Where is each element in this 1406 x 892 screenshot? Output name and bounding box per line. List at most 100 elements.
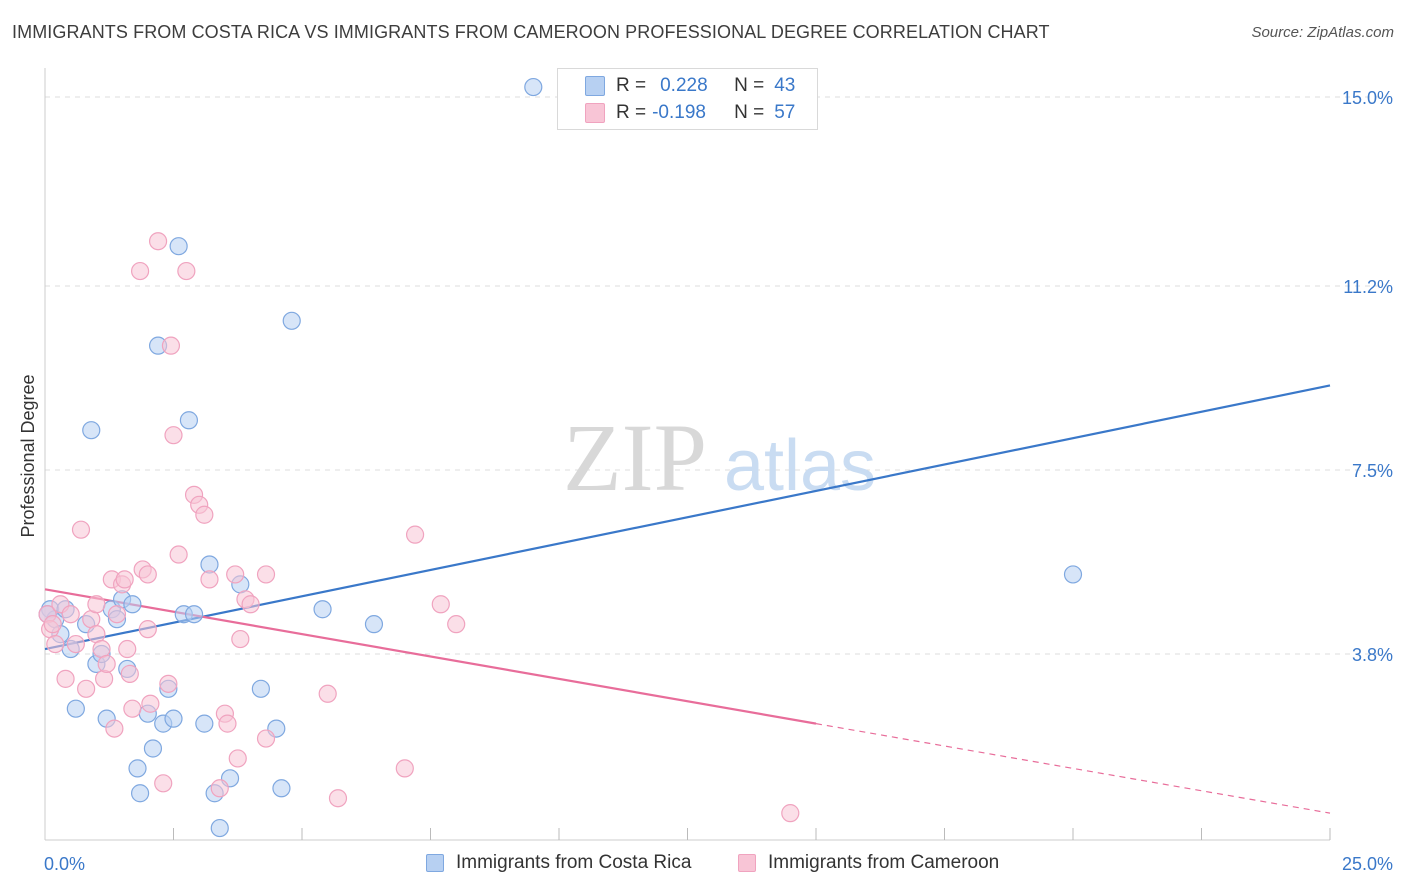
legend-label-cameroon: Immigrants from Cameroon <box>768 852 1000 873</box>
cameroon-swatch <box>585 103 605 123</box>
legend-swatch-costa-rica <box>426 854 444 872</box>
r-value-costa-rica: 0.228 <box>660 75 708 96</box>
chart-title: IMMIGRANTS FROM COSTA RICA VS IMMIGRANTS… <box>12 22 1050 42</box>
data-point-cameroon <box>138 620 157 639</box>
tick-labels: 3.8% 7.5% 11.2% 15.0% 0.0% 25.0% <box>44 88 1393 874</box>
data-point-costa-rica <box>524 77 543 97</box>
data-point-cameroon <box>195 505 214 524</box>
watermark: ZIP atlas <box>563 404 876 511</box>
data-point-costa-rica <box>1063 565 1083 584</box>
data-point-costa-rica <box>272 779 291 798</box>
chart-source: Source: ZipAtlas.com <box>1251 24 1394 41</box>
n-label: N = <box>734 75 765 96</box>
r-label: R = <box>616 75 647 96</box>
data-point-cameroon <box>228 749 247 768</box>
data-point-cameroon <box>200 570 219 589</box>
data-point-cameroon <box>328 789 348 808</box>
data-point-costa-rica <box>184 605 204 624</box>
data-point-cameroon <box>226 565 245 584</box>
data-point-costa-rica <box>195 714 214 733</box>
data-point-cameroon <box>447 615 466 634</box>
data-point-costa-rica <box>66 699 85 718</box>
data-point-cameroon <box>123 699 142 718</box>
data-point-cameroon <box>66 634 85 654</box>
y-tick-label: 3.8% <box>1352 645 1393 665</box>
trend-line-cameroon <box>44 588 817 725</box>
data-point-cameroon <box>256 729 276 748</box>
x-tick-label: 25.0% <box>1342 854 1393 874</box>
axes <box>44 68 1331 841</box>
data-point-cameroon <box>169 545 188 564</box>
data-point-cameroon <box>138 565 157 584</box>
data-point-cameroon <box>218 714 237 733</box>
trend-line-extrapolated-cameroon <box>815 723 1331 814</box>
data-point-cameroon <box>154 774 173 793</box>
data-point-cameroon <box>43 615 62 634</box>
y-tick-label: 15.0% <box>1342 88 1393 108</box>
data-point-cameroon <box>256 565 276 584</box>
data-point-cameroon <box>107 605 127 624</box>
data-point-cameroon <box>164 426 183 445</box>
data-point-costa-rica <box>143 739 163 758</box>
data-point-cameroon <box>71 520 91 539</box>
data-point-cameroon <box>130 261 150 281</box>
data-point-cameroon <box>118 639 137 659</box>
n-label: N = <box>734 102 765 123</box>
data-point-costa-rica <box>364 615 384 634</box>
data-point-cameroon <box>115 570 134 589</box>
data-point-cameroon <box>781 804 800 823</box>
data-point-cameroon <box>87 595 106 614</box>
data-point-cameroon <box>56 669 75 688</box>
watermark-zip: ZIP <box>563 404 707 511</box>
data-point-costa-rica <box>130 784 150 803</box>
data-point-costa-rica <box>164 709 183 728</box>
data-point-cameroon <box>431 595 450 614</box>
y-axis-label: Professional Degree <box>18 374 38 537</box>
watermark-atlas: atlas <box>724 426 876 506</box>
data-point-costa-rica <box>251 679 270 698</box>
data-point-costa-rica <box>128 759 147 778</box>
n-value-cameroon: 57 <box>774 102 796 123</box>
data-point-costa-rica <box>210 818 229 838</box>
data-point-cameroon <box>61 605 80 624</box>
data-point-costa-rica <box>179 411 199 430</box>
stats-row-cameroon: R = -0.198 N = 57 <box>585 100 796 126</box>
data-point-cameroon <box>46 634 65 654</box>
data-point-costa-rica <box>123 595 142 614</box>
data-point-cameroon <box>95 669 114 688</box>
data-point-costa-rica <box>82 421 101 440</box>
data-point-cameroon <box>148 232 168 251</box>
data-points <box>38 77 1083 838</box>
stats-legend: R = 0.228 N = 43 R = -0.198 N = 57 <box>557 68 818 130</box>
data-point-cameroon <box>97 654 116 674</box>
r-label: R = <box>616 102 647 123</box>
data-point-costa-rica <box>169 237 188 256</box>
data-point-cameroon <box>159 674 178 693</box>
data-point-cameroon <box>141 694 160 713</box>
legend-item-cameroon[interactable]: Immigrants from Cameroon <box>738 852 999 874</box>
data-point-costa-rica <box>282 311 301 330</box>
r-value-cameroon: -0.198 <box>652 102 706 123</box>
x-tick-label: 0.0% <box>44 854 85 874</box>
data-point-cameroon <box>120 664 139 683</box>
data-point-cameroon <box>77 679 96 698</box>
gridlines <box>45 96 1390 655</box>
legend-item-costa-rica[interactable]: Immigrants from Costa Rica <box>426 852 691 874</box>
data-point-cameroon <box>318 684 337 703</box>
data-point-cameroon <box>241 595 260 614</box>
data-point-cameroon <box>105 719 124 738</box>
data-point-cameroon <box>231 629 250 649</box>
data-point-cameroon <box>161 336 181 355</box>
legend-label-costa-rica: Immigrants from Costa Rica <box>456 852 692 873</box>
legend-swatch-cameroon <box>738 854 756 872</box>
costa-rica-swatch <box>585 76 605 96</box>
y-tick-label: 11.2% <box>1343 277 1393 297</box>
data-point-cameroon <box>395 759 414 778</box>
data-point-costa-rica <box>313 600 332 619</box>
y-tick-label: 7.5% <box>1352 461 1393 481</box>
data-point-cameroon <box>177 261 196 281</box>
n-value-costa-rica: 43 <box>774 75 796 96</box>
data-point-cameroon <box>210 779 229 798</box>
bottom-legend: Immigrants from Costa Rica Immigrants fr… <box>0 852 1406 878</box>
